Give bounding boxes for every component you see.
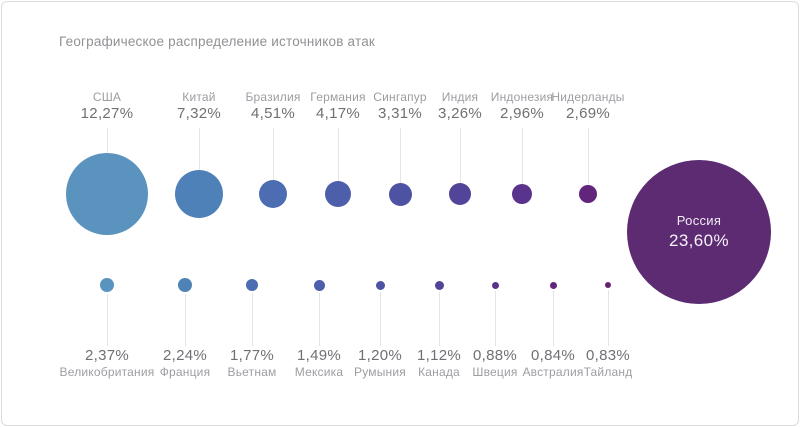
leader-line: [272, 128, 274, 180]
bubble-percent-label: 0,83%: [585, 347, 631, 364]
chart-title: Географическое распределение источников …: [59, 34, 376, 49]
bubble-country-label: Вьетнам: [227, 365, 277, 379]
leader-line: [318, 292, 320, 346]
bubble-percent-label: 2,37%: [84, 347, 130, 364]
bubble-country-label: Нидерланды: [551, 90, 625, 104]
bubble-percent-label: 0,88%: [472, 347, 518, 364]
bubble-percent-label: 7,32%: [176, 105, 222, 122]
bubble-country-label: Австралия: [522, 365, 584, 379]
bubble-австралия[interactable]: [549, 281, 557, 289]
leader-line: [459, 128, 461, 183]
bubble-percent-label: 4,51%: [250, 105, 296, 122]
bubble-китай[interactable]: [175, 170, 223, 218]
bubble-великобритания[interactable]: [100, 278, 114, 292]
leader-line: [607, 290, 609, 346]
bubble-country-label: Германия: [310, 90, 366, 104]
leader-line: [494, 290, 496, 346]
leader-line: [251, 293, 253, 346]
bubble-индонезия[interactable]: [512, 184, 532, 204]
bubble-country-label: Франция: [159, 365, 211, 379]
bubble-румыния[interactable]: [375, 280, 385, 290]
bubble-percent-label: 3,31%: [377, 105, 423, 122]
bubble-country-label: Мексика: [294, 365, 344, 379]
leader-line: [379, 291, 381, 346]
leader-line: [438, 291, 440, 346]
bubble-percent-label: 2,96%: [499, 105, 545, 122]
leader-line: [587, 128, 589, 185]
bubble-percent-label: 2,24%: [162, 347, 208, 364]
bubble-percent-label: 1,77%: [229, 347, 275, 364]
bubble-швеция[interactable]: [491, 281, 499, 289]
leader-line: [184, 294, 186, 346]
bubble-country-label: Бразилия: [245, 90, 301, 104]
bubble-country-label: США: [92, 90, 122, 104]
bubble-country-label: Сингапур: [373, 90, 427, 104]
bubble-percent-label: 12,27%: [80, 105, 134, 122]
bubble-country-label: Китай: [182, 90, 216, 104]
bubble-германия[interactable]: [325, 181, 351, 207]
bubble-country-label: Румыния: [354, 365, 406, 379]
bubble-percent-label: 4,17%: [315, 105, 361, 122]
bubble-percent-label: 1,12%: [416, 347, 462, 364]
bubble-индия[interactable]: [449, 183, 471, 205]
featured-percent-label: 23,60%: [668, 231, 730, 250]
bubble-percent-label: 0,84%: [530, 347, 576, 364]
featured-country-label: Россия: [676, 213, 722, 228]
bubble-сша[interactable]: [66, 153, 148, 235]
bubble-country-label: Канада: [418, 365, 460, 379]
leader-line: [552, 290, 554, 346]
leader-line: [198, 128, 200, 170]
bubble-тайланд[interactable]: [605, 282, 611, 288]
leader-line: [521, 128, 523, 184]
bubble-мексика[interactable]: [313, 279, 325, 291]
bubble-франция[interactable]: [178, 278, 192, 292]
bubble-россия[interactable]: Россия 23,60%: [627, 160, 771, 304]
bubble-percent-label: 1,20%: [357, 347, 403, 364]
bubble-вьетнам[interactable]: [246, 279, 258, 291]
bubble-country-label: Тайланд: [583, 365, 633, 379]
leader-line: [106, 294, 108, 346]
leader-line: [337, 128, 339, 181]
bubble-percent-label: 1,49%: [296, 347, 342, 364]
bubble-country-label: Великобритания: [59, 365, 155, 379]
leader-line: [399, 128, 401, 183]
bubble-percent-label: 3,26%: [437, 105, 483, 122]
leader-line: [106, 128, 108, 153]
bubble-country-label: Индия: [441, 90, 479, 104]
bubble-нидерланды[interactable]: [579, 185, 597, 203]
bubble-канада[interactable]: [434, 280, 444, 290]
bubble-бразилия[interactable]: [259, 180, 287, 208]
bubble-country-label: Швеция: [472, 365, 518, 379]
bubble-percent-label: 2,69%: [565, 105, 611, 122]
bubble-country-label: Индонезия: [490, 90, 554, 104]
bubble-сингапур[interactable]: [388, 182, 412, 206]
